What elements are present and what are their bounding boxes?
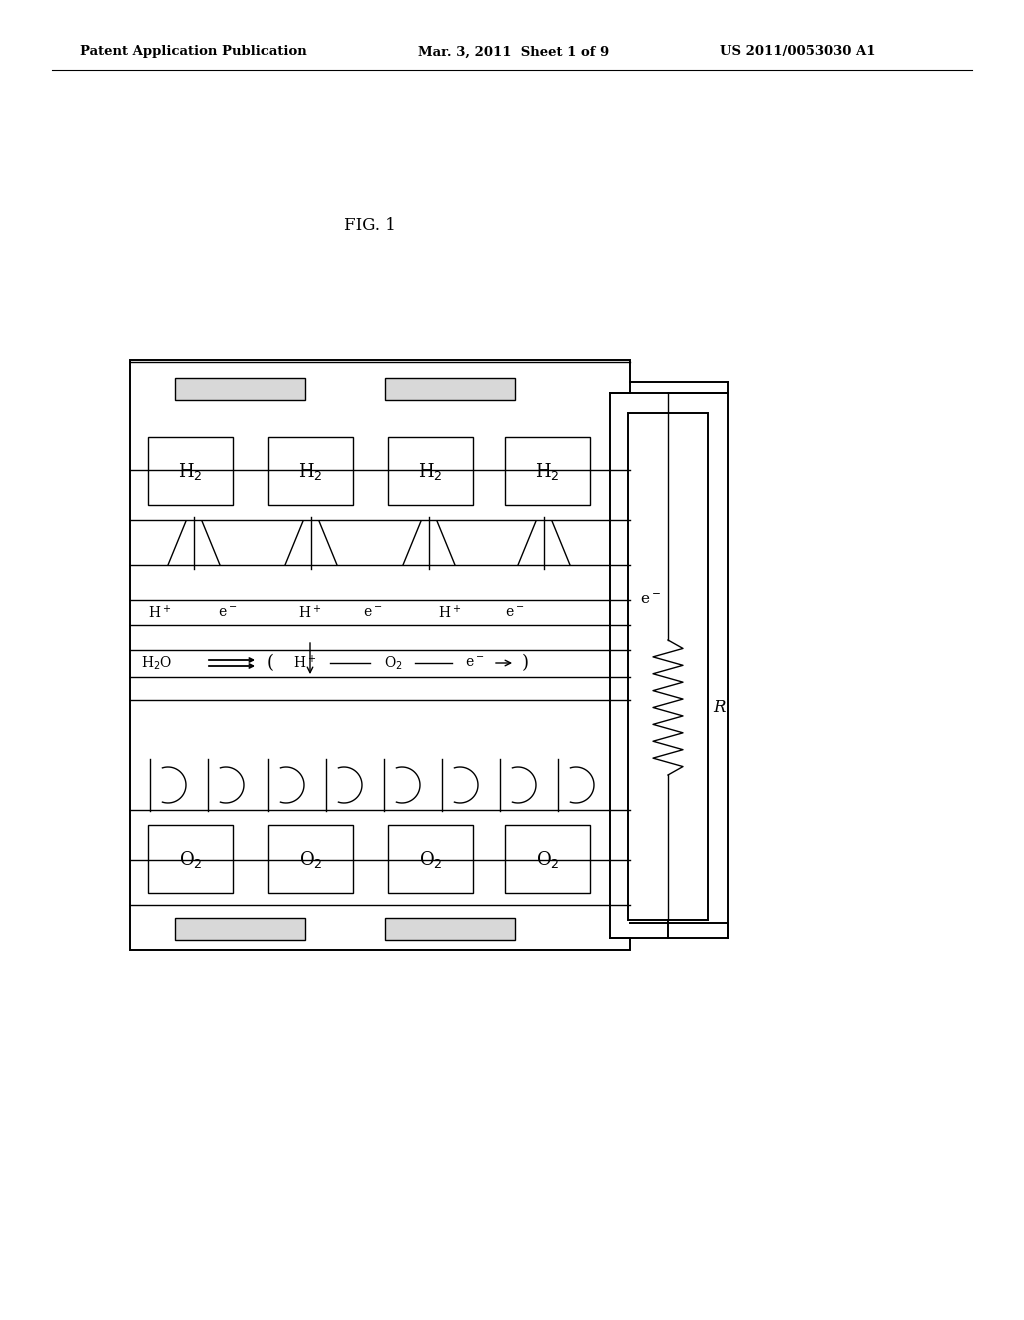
Bar: [505, 825, 590, 894]
Bar: [388, 437, 473, 506]
Bar: [175, 917, 305, 940]
Text: O$_2$: O$_2$: [419, 849, 442, 870]
Text: H$^+$: H$^+$: [148, 605, 172, 622]
Text: e$^-$: e$^-$: [364, 606, 383, 620]
Text: H$_2$: H$_2$: [536, 461, 560, 482]
Text: H$_2$O: H$_2$O: [141, 655, 173, 672]
Text: R: R: [713, 700, 725, 717]
Text: Patent Application Publication: Patent Application Publication: [80, 45, 307, 58]
Text: (: (: [266, 653, 273, 672]
Text: e$^-$: e$^-$: [505, 606, 524, 620]
Text: O$_2$: O$_2$: [536, 849, 559, 870]
Bar: [175, 378, 305, 400]
Text: H$_2$: H$_2$: [298, 461, 323, 482]
Text: O$_2$: O$_2$: [299, 849, 323, 870]
Text: FIG. 1: FIG. 1: [344, 216, 396, 234]
Text: US 2011/0053030 A1: US 2011/0053030 A1: [720, 45, 876, 58]
Text: Mar. 3, 2011  Sheet 1 of 9: Mar. 3, 2011 Sheet 1 of 9: [418, 45, 609, 58]
Bar: [148, 825, 233, 894]
Text: O$_2$: O$_2$: [384, 655, 402, 672]
Text: H$^+$: H$^+$: [294, 655, 316, 672]
Text: H$_2$: H$_2$: [418, 461, 442, 482]
Bar: [148, 437, 233, 506]
Text: ): ): [521, 653, 528, 672]
Bar: [268, 825, 353, 894]
Text: e$^-$: e$^-$: [640, 593, 662, 607]
Bar: [385, 917, 515, 940]
Bar: [388, 825, 473, 894]
Bar: [268, 437, 353, 506]
Text: e$^-$: e$^-$: [218, 606, 238, 620]
Text: H$_2$: H$_2$: [178, 461, 203, 482]
Text: e$^-$: e$^-$: [465, 656, 484, 671]
Bar: [505, 437, 590, 506]
Bar: [610, 393, 728, 939]
Text: O$_2$: O$_2$: [178, 849, 203, 870]
Bar: [130, 360, 630, 950]
Bar: [628, 413, 708, 920]
Bar: [385, 378, 515, 400]
Text: H$^+$: H$^+$: [438, 605, 462, 622]
Text: H$^+$: H$^+$: [298, 605, 322, 622]
